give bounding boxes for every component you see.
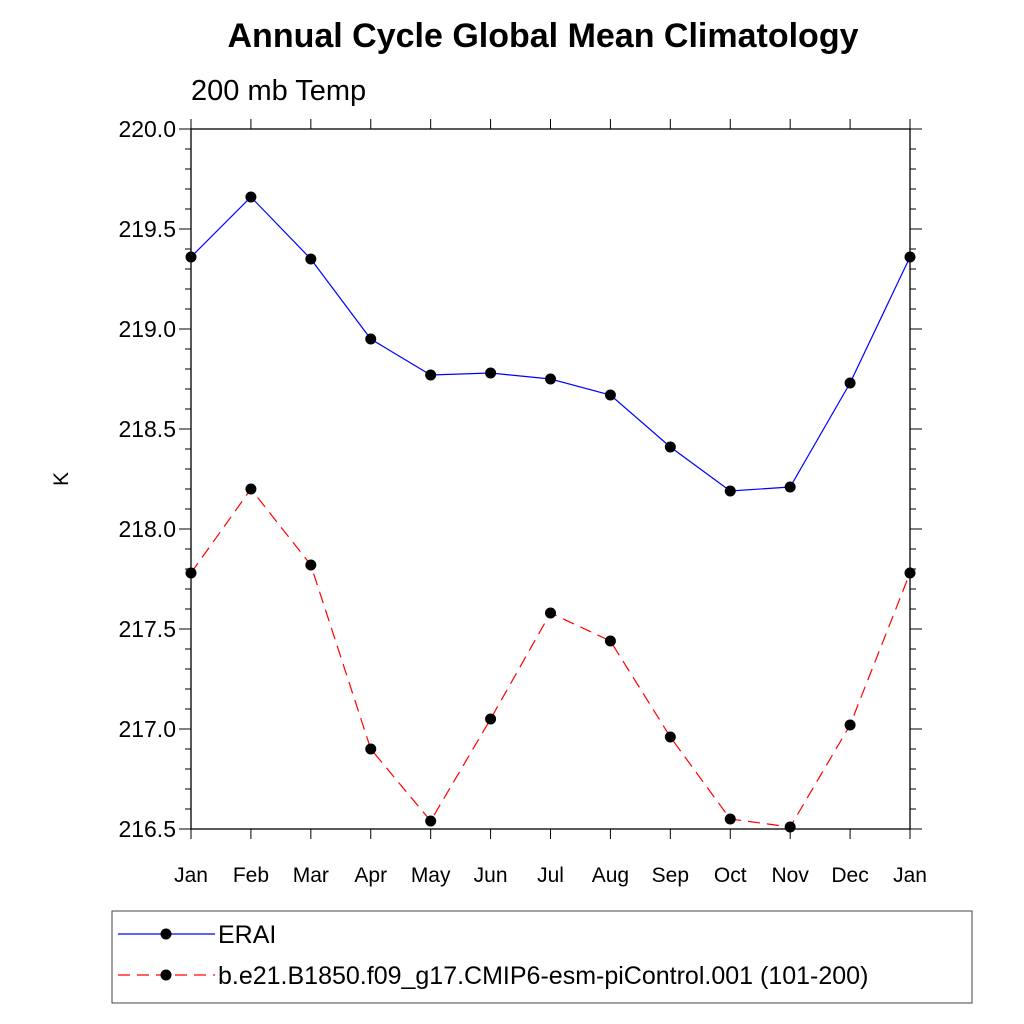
data-point: [245, 191, 257, 203]
data-point: [425, 815, 437, 827]
legend-marker: [160, 969, 172, 981]
data-point: [365, 743, 377, 755]
x-tick-label: Mar: [293, 864, 329, 887]
x-tick-label: Apr: [354, 864, 387, 887]
y-tick-labels: 216.5 217.0 217.5 218.0 218.5 219.0 219.5 220.0: [118, 116, 176, 842]
data-point: [724, 485, 736, 497]
data-point: [185, 567, 197, 579]
x-tick-label: Jun: [474, 864, 508, 887]
y-tick-label: 217.0: [118, 716, 176, 742]
legend-label-1: ERAI: [218, 921, 276, 949]
series-line-1: [190, 196, 911, 492]
data-point: [425, 369, 437, 381]
series-line-2: [190, 488, 911, 828]
data-point: [365, 333, 377, 345]
axis-ticks: [179, 119, 922, 839]
data-point: [784, 481, 796, 493]
legend-marker: [160, 928, 172, 940]
x-tick-label: Jul: [537, 864, 564, 887]
plot-frame: [190, 128, 911, 830]
y-tick-label: 218.0: [118, 516, 176, 542]
x-tick-label: May: [411, 864, 451, 887]
x-tick-labels: Jan Feb Mar Apr May Jun Jul Aug Sep Oct Nov Dec Jan: [174, 864, 927, 887]
data-point: [485, 713, 497, 725]
data-point: [545, 373, 556, 385]
x-tick-label: Jan: [174, 864, 208, 887]
legend: ERAI b.e21.B1850.f09_g17.CMIP6-esm-piCont…: [118, 921, 868, 990]
data-point: [844, 719, 856, 731]
x-tick-label: Jan: [893, 864, 927, 887]
y-tick-label: 219.0: [118, 316, 176, 342]
data-point: [305, 559, 317, 571]
x-tick-label: Dec: [831, 864, 868, 887]
data-point: [545, 607, 556, 619]
chart-title: Annual Cycle Global Mean Climatology: [228, 17, 859, 55]
x-tick-label: Nov: [771, 864, 809, 887]
data-point: [245, 483, 257, 495]
data-point: [904, 567, 916, 579]
legend-label-2: b.e21.B1850.f09_g17.CMIP6-esm-piControl.…: [218, 962, 868, 990]
y-tick-label: 218.5: [118, 416, 176, 442]
x-tick-label: Oct: [714, 864, 747, 887]
data-point: [664, 731, 676, 743]
data-point: [904, 251, 916, 263]
y-tick-label: 220.0: [118, 116, 176, 142]
y-axis-label: K: [50, 472, 73, 486]
data-point: [664, 441, 676, 453]
data-point: [485, 367, 497, 379]
chart-subtitle: 200 mb Temp: [191, 75, 366, 107]
data-point: [185, 251, 197, 263]
data-point: [724, 813, 736, 825]
y-tick-label: 216.5: [118, 816, 176, 842]
data-point: [604, 635, 616, 647]
x-tick-label: Aug: [592, 864, 629, 887]
y-tick-label: 219.5: [118, 216, 176, 242]
series-group: [185, 191, 916, 833]
y-tick-label: 217.5: [118, 616, 176, 642]
x-tick-label: Sep: [652, 864, 689, 887]
x-tick-label: Feb: [233, 864, 269, 887]
data-point: [784, 821, 796, 833]
legend-box: [111, 910, 973, 1004]
data-point: [844, 377, 856, 389]
data-point: [604, 389, 616, 401]
data-point: [305, 253, 317, 265]
